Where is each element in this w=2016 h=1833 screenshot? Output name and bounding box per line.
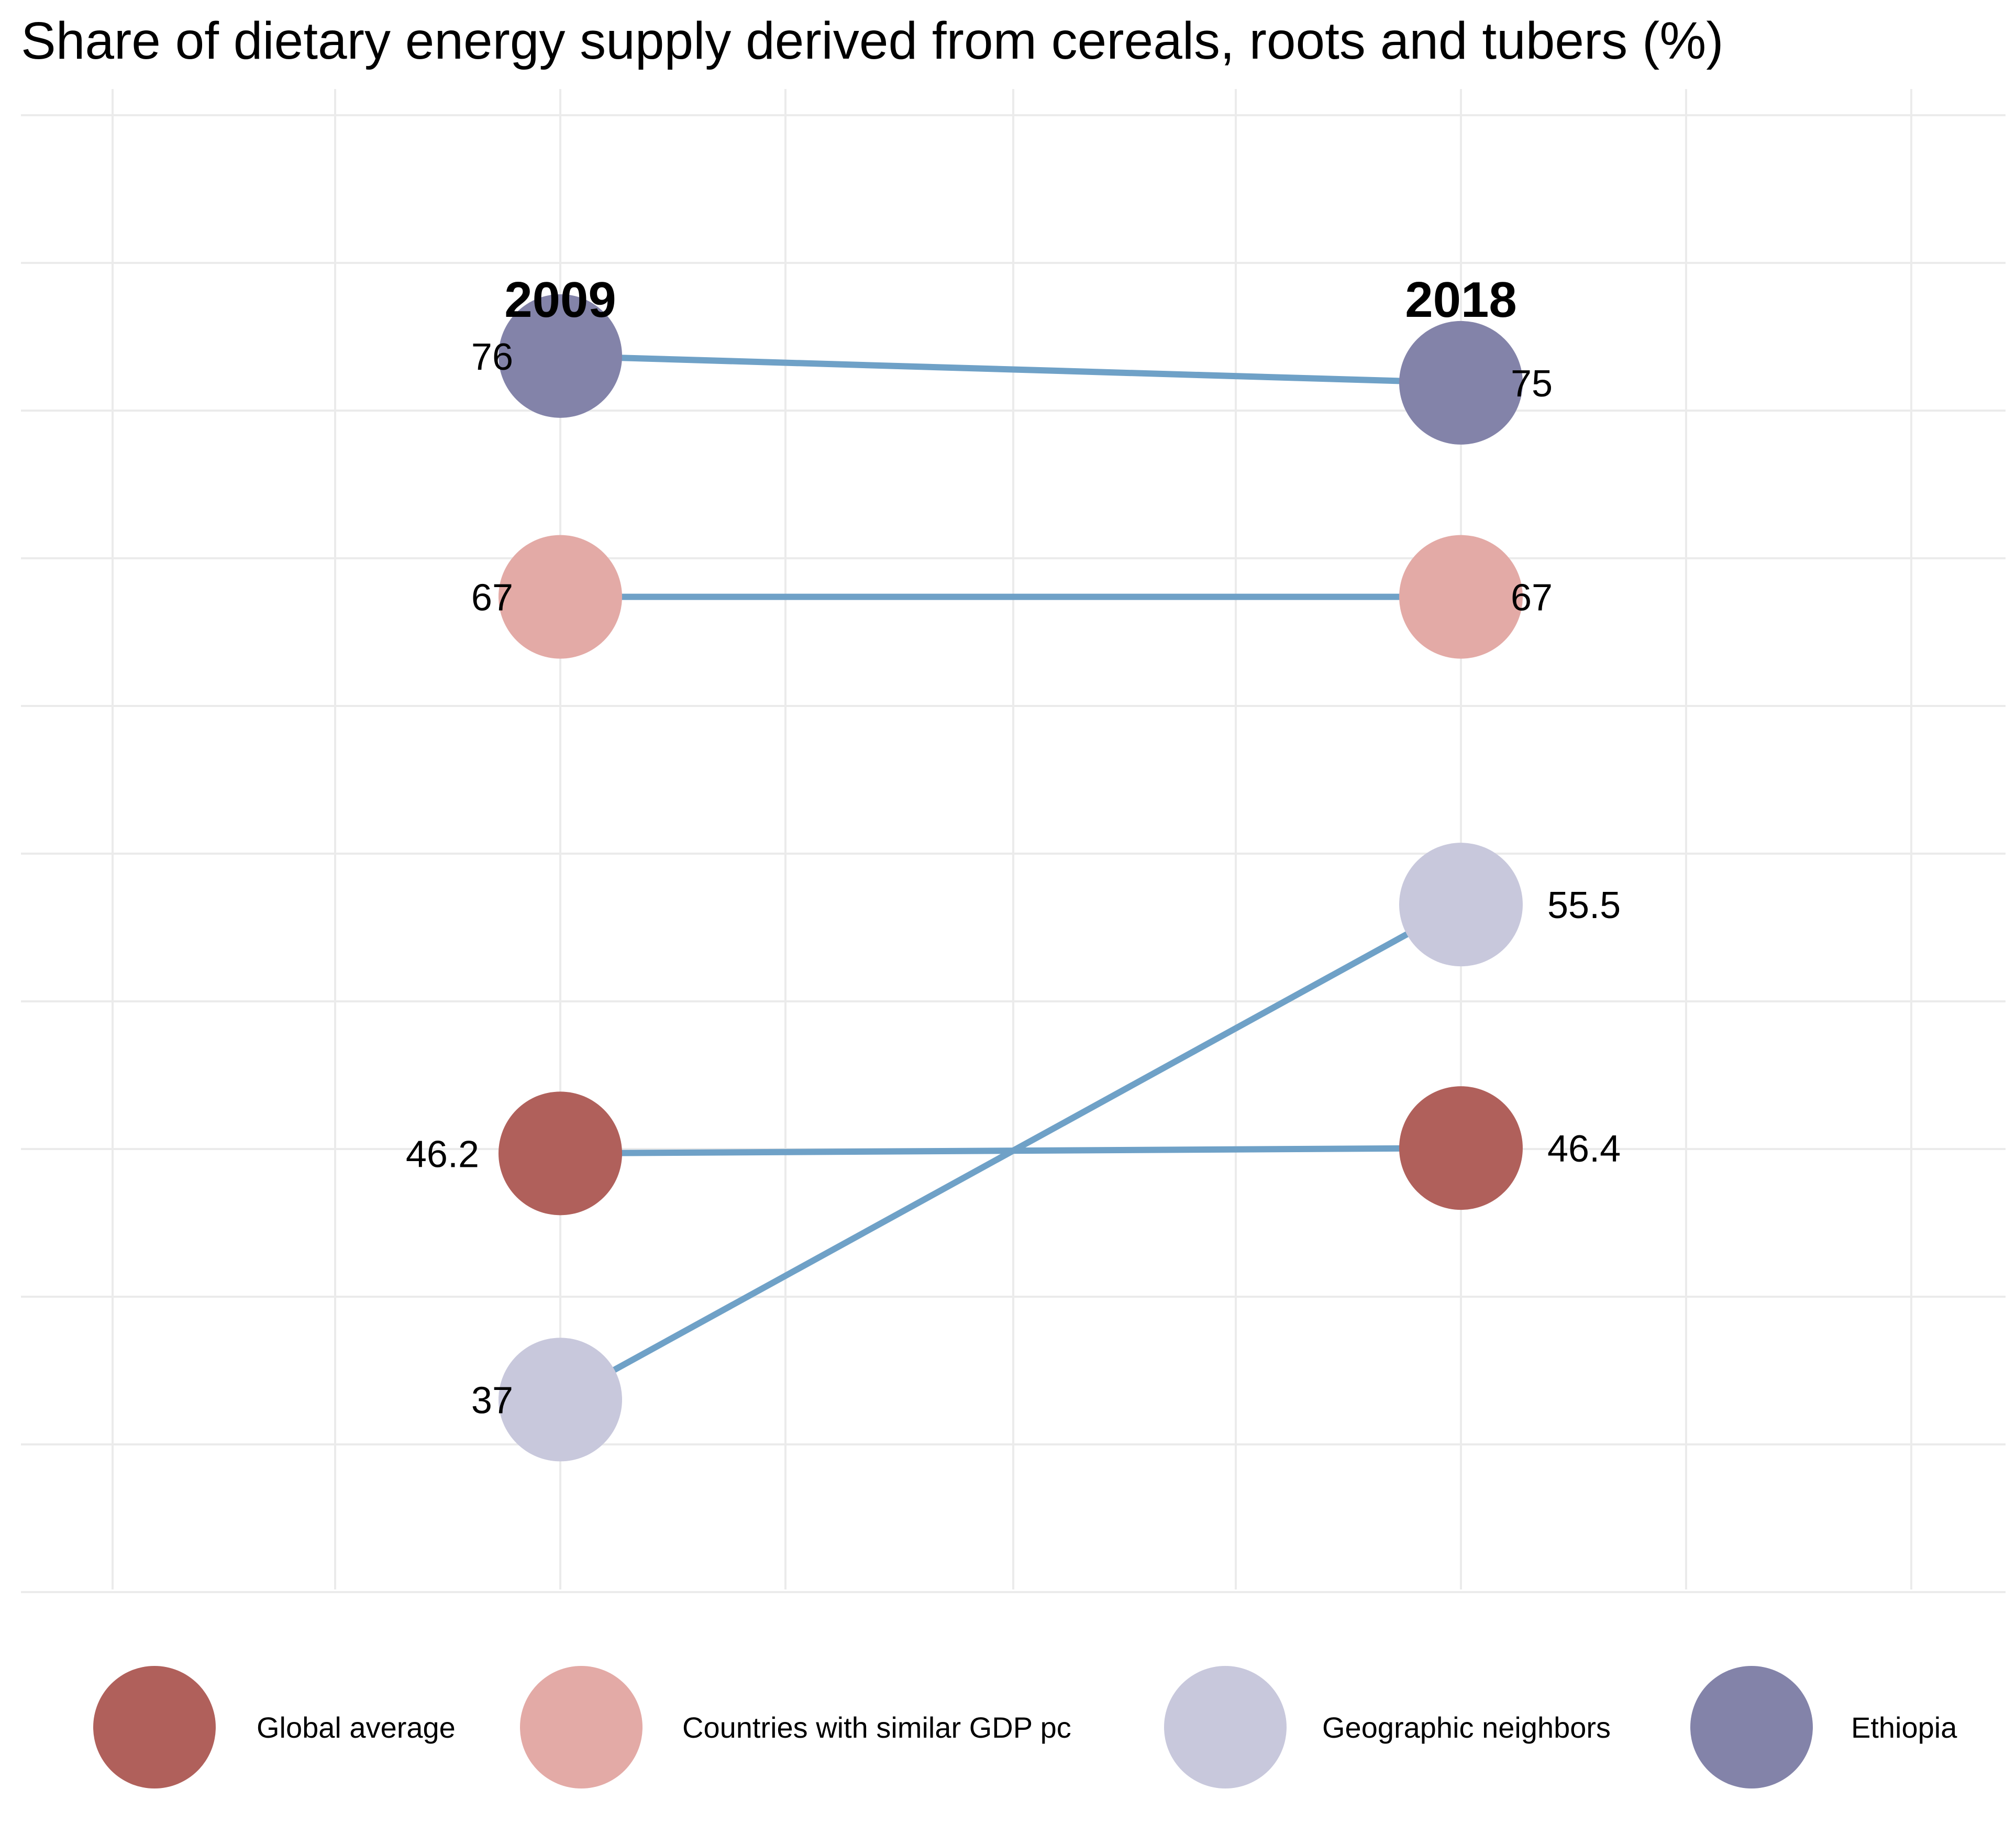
point-ethiopia-2018 — [1399, 321, 1523, 445]
data-points — [499, 294, 1523, 1462]
legend-label-global-average: Global average — [257, 1711, 456, 1744]
legend-swatch-countries-with-similar-gdp-pc — [520, 1666, 643, 1788]
point-global-average-2009 — [499, 1091, 622, 1216]
chart-title: Share of dietary energy supply derived f… — [21, 12, 1724, 70]
slope-lines — [559, 352, 1463, 1403]
legend-label-geographic-neighbors: Geographic neighbors — [1322, 1711, 1611, 1744]
value-label-ethiopia-2018: 75 — [1511, 363, 1553, 405]
value-label-ethiopia-2009: 76 — [471, 336, 513, 378]
legend: Global average Countries with similar GDP… — [93, 1666, 1957, 1788]
value-label-global-average-2018: 46.4 — [1547, 1128, 1621, 1170]
point-ethiopia-2009 — [499, 294, 622, 418]
slope-line-ethiopia — [560, 352, 1461, 386]
data-labels: 46.2 46.4 67 67 37 55.5 76 75 — [406, 336, 1621, 1422]
legend-swatch-ethiopia — [1690, 1666, 1813, 1788]
year-label-2009: 2009 — [504, 272, 616, 328]
value-label-global-average-2009: 46.2 — [406, 1133, 479, 1175]
value-label-countries-with-similar-gdp-pc-2009: 67 — [471, 577, 513, 619]
point-geographic-neighbors-2018 — [1399, 843, 1523, 967]
value-label-geographic-neighbors-2018: 55.5 — [1547, 885, 1621, 926]
point-geographic-neighbors-2009 — [499, 1338, 622, 1462]
legend-label-ethiopia: Ethiopia — [1851, 1711, 1957, 1744]
value-label-countries-with-similar-gdp-pc-2018: 67 — [1511, 577, 1553, 619]
legend-swatch-global-average — [93, 1666, 216, 1788]
point-countries-with-similar-gdp-pc-2009 — [499, 535, 622, 659]
legend-label-countries-with-similar-gdp-pc: Countries with similar GDP pc — [682, 1711, 1071, 1744]
legend-swatch-geographic-neighbors — [1164, 1666, 1287, 1788]
value-label-geographic-neighbors-2009: 37 — [471, 1379, 513, 1421]
slope-line-geographic-neighbors — [559, 901, 1463, 1403]
grid — [21, 89, 2006, 1593]
year-labels: 2009 2018 — [504, 272, 1517, 328]
point-countries-with-similar-gdp-pc-2018 — [1399, 535, 1523, 659]
point-global-average-2018 — [1399, 1086, 1523, 1210]
year-label-2018: 2018 — [1405, 272, 1517, 328]
